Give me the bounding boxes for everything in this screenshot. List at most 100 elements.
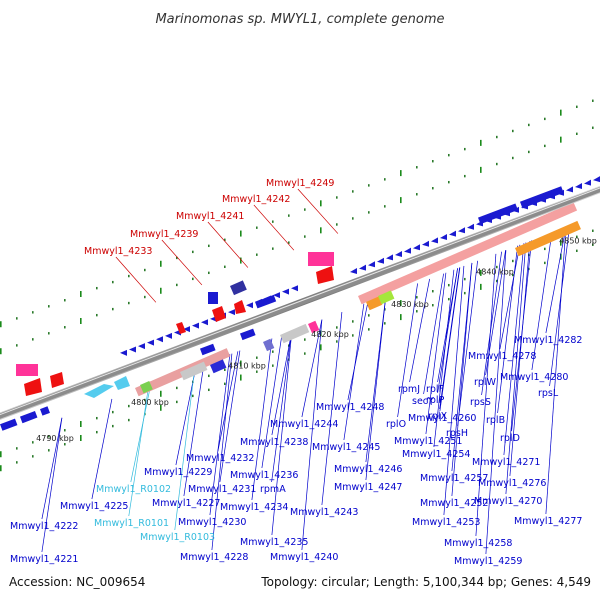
guide-dot <box>352 217 354 220</box>
guide-dot <box>368 211 370 214</box>
gene-label: Mmwyl1_4236 <box>230 470 298 481</box>
gene-arrow <box>201 319 208 326</box>
gene-label: rplP <box>426 395 445 406</box>
guide-dot <box>496 279 498 283</box>
guide-dot <box>304 235 306 238</box>
guide-dot <box>208 271 210 275</box>
guide-dot <box>96 286 98 290</box>
gene-label: Mmwyl1_4253 <box>412 517 480 528</box>
gene-label: Mmwyl1_4232 <box>186 453 254 464</box>
guide-dot <box>0 321 2 328</box>
gene-label: Mmwyl1_4254 <box>402 449 470 460</box>
red-marker-left-a <box>24 378 42 396</box>
leader-line <box>211 353 233 551</box>
guide-dot <box>112 280 114 284</box>
gene-arrow <box>422 240 429 247</box>
gene-arrow <box>138 343 145 350</box>
guide-dot <box>528 150 530 154</box>
gene-label: Mmwyl1_4225 <box>60 501 128 512</box>
gene-labels: Mmwyl1_4249 Mmwyl1_4242 Mmwyl1_4241 Mmwyl1_… <box>10 178 582 567</box>
backbone <box>0 185 600 420</box>
guide-dot <box>400 300 402 307</box>
guide-dot <box>256 356 258 359</box>
gene-arrow <box>566 186 573 193</box>
red-marker-b <box>234 300 246 314</box>
guide-dot <box>416 166 418 169</box>
guide-dot <box>384 178 386 181</box>
guide-dot <box>416 310 418 313</box>
red-marker-top <box>316 266 334 284</box>
gene-label: Mmwyl1_4244 <box>270 419 338 430</box>
scale-tick-label: 4850 kbp <box>559 236 597 245</box>
leader-line <box>409 278 430 383</box>
leader-line <box>347 302 369 401</box>
leader-line <box>545 227 567 515</box>
guide-dot <box>512 156 514 160</box>
gene-arrow <box>228 309 235 316</box>
guide-dot <box>272 350 274 353</box>
leader-line <box>343 303 365 441</box>
guide-dot <box>96 430 98 434</box>
gene-label: Mmwyl1_4221 <box>10 554 78 565</box>
gene-label: rplO <box>386 419 406 430</box>
guide-dot <box>320 227 322 234</box>
guide-dot <box>544 261 546 265</box>
guide-dot <box>176 283 178 287</box>
leader-line <box>503 243 525 456</box>
cyan-arrow-b <box>114 376 130 390</box>
leader-line <box>497 245 518 414</box>
gene-label: Mmwyl1_4229 <box>144 467 212 478</box>
guide-dot <box>176 386 178 390</box>
leader-line <box>253 204 295 251</box>
gene-label: Mmwyl1_4222 <box>10 521 78 532</box>
guide-dot <box>240 374 242 381</box>
guide-dot <box>592 229 594 232</box>
guide-dot <box>64 443 66 446</box>
gene-arrow <box>350 267 357 274</box>
gene-arrow <box>368 261 375 268</box>
leader-line <box>423 273 444 395</box>
guide-dot <box>256 370 258 373</box>
gene-label: Mmwyl1_4246 <box>334 464 402 475</box>
leader-line <box>41 417 63 553</box>
leader-line <box>297 188 339 234</box>
gene-label: Mmwyl1_4259 <box>454 556 522 567</box>
gene-label: rpmA <box>260 484 286 495</box>
scale-tick-label: 4840 kbp <box>476 268 514 277</box>
guide-dot <box>464 174 466 178</box>
guide-dot <box>16 317 18 320</box>
guide-dot <box>16 344 18 347</box>
blue-marker-top <box>208 292 218 304</box>
leader-line <box>531 232 553 371</box>
guide-dot <box>384 308 386 311</box>
gene-arrow <box>395 250 402 257</box>
gene-label: rplX <box>428 411 448 422</box>
guide-dot <box>560 253 562 260</box>
gene-label: Mmwyl1_4249 <box>266 178 334 189</box>
guide-dot <box>464 147 466 151</box>
guide-dot <box>496 265 498 269</box>
guide-dot <box>272 220 274 223</box>
guide-dot <box>336 223 338 226</box>
green-block <box>378 290 395 305</box>
guide-dot <box>80 290 82 297</box>
gene-label: Mmwyl1_4243 <box>290 507 358 518</box>
leader-line <box>549 225 570 387</box>
guide-dot <box>336 326 338 329</box>
guide-dot <box>304 208 306 211</box>
gene-label: Mmwyl1_4231 <box>188 484 256 495</box>
guide-dot <box>464 291 466 295</box>
guide-dot <box>592 99 594 102</box>
guide-dot <box>144 398 146 402</box>
gene-label: Mmwyl1_4280 <box>500 372 568 383</box>
guide-dot <box>192 250 194 254</box>
guide-dot <box>528 123 530 127</box>
orange-block <box>515 220 581 257</box>
guide-dot <box>448 180 450 184</box>
leader-line <box>91 398 113 500</box>
leader-line <box>365 295 387 481</box>
gene-arrow <box>413 244 420 251</box>
guide-dot <box>32 311 34 314</box>
gene-label: Mmwyl1_4247 <box>334 482 402 493</box>
leader-line <box>321 312 343 506</box>
